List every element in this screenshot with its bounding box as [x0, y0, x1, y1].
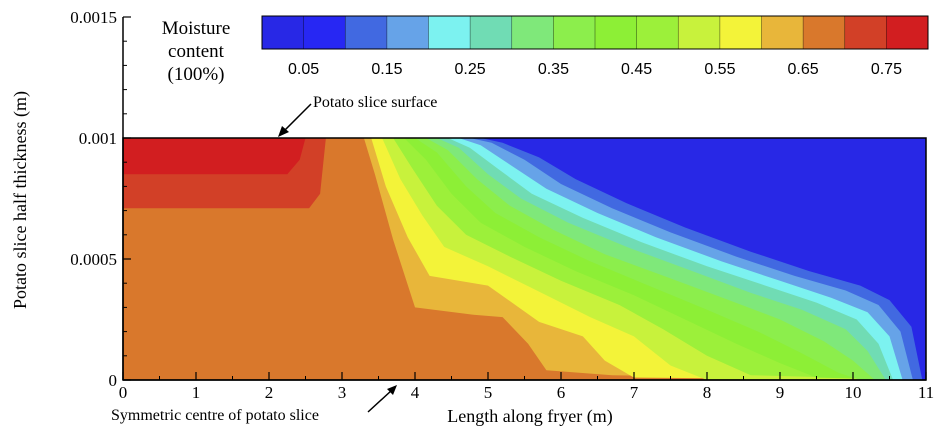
contour-region-0-8 [123, 138, 306, 175]
colorbar-swatch [470, 16, 513, 49]
annotation-surface-label: Potato slice surface [313, 94, 437, 111]
annotation-centre-arrow [367, 389, 393, 413]
colorbar-swatch [844, 16, 887, 49]
colorbar-title-line-1: Moisture [162, 18, 231, 39]
colorbar-tick-label: 0.75 [871, 61, 902, 78]
colorbar-title-line-2: content [168, 41, 225, 62]
colorbar-title-line-3: (100%) [168, 64, 225, 85]
colorbar-swatch [636, 16, 679, 49]
colorbar-tick-label: 0.65 [788, 61, 819, 78]
x-axis-title: Length along fryer (m) [447, 406, 612, 427]
x-tick-label: 6 [557, 383, 566, 402]
y-axis-ticks: 0 0.0005 0.001 0.0015 [70, 8, 131, 390]
y-tick-label: 0.001 [79, 129, 117, 148]
colorbar-tick-label: 0.05 [288, 61, 319, 78]
colorbar: 0.05 0.15 0.25 0.35 0.45 0.55 0.65 0.75 [261, 15, 929, 78]
x-axis-ticks: 0 1 2 3 4 5 6 7 8 9 10 11 [119, 372, 934, 402]
colorbar-swatch [595, 16, 638, 49]
annotation-centre-arrowhead [387, 385, 397, 395]
annotation-surface-arrow [282, 103, 312, 133]
colorbar-swatch [345, 16, 388, 49]
colorbar-tick-label: 0.35 [538, 61, 569, 78]
colorbar-swatch [428, 16, 471, 49]
contour-region-0-05 [480, 138, 926, 380]
colorbar-swatch [553, 16, 596, 49]
x-tick-label: 7 [630, 383, 639, 402]
colorbar-tick-label: 0.45 [621, 61, 652, 78]
x-tick-label: 8 [703, 383, 712, 402]
colorbar-tick-label: 0.15 [371, 61, 402, 78]
annotations: Potato slice surface Symmetric centre of… [111, 94, 437, 424]
x-tick-label: 10 [845, 383, 862, 402]
x-tick-label: 11 [918, 383, 934, 402]
colorbar-swatch [678, 16, 721, 49]
y-tick-label: 0 [109, 371, 118, 390]
x-tick-label: 4 [411, 383, 420, 402]
colorbar-tick-label: 0.55 [704, 61, 735, 78]
x-tick-label: 5 [484, 383, 493, 402]
colorbar-swatch [761, 16, 804, 49]
annotation-centre-label: Symmetric centre of potato slice [111, 407, 319, 424]
x-tick-label: 3 [338, 383, 347, 402]
colorbar-swatch [262, 16, 305, 49]
colorbar-swatch [886, 16, 929, 49]
x-tick-label: 9 [776, 383, 785, 402]
colorbar-swatch [803, 16, 846, 49]
x-tick-label: 0 [119, 383, 128, 402]
colorbar-frame [261, 15, 929, 50]
colorbar-swatch [719, 16, 762, 49]
y-tick-label: 0.0005 [70, 250, 117, 269]
annotation-surface-arrowhead [278, 126, 289, 137]
colorbar-swatch [386, 16, 429, 49]
colorbar-swatch [303, 16, 346, 49]
y-axis-title: Potato slice half thickness (m) [10, 91, 31, 309]
x-tick-label: 1 [192, 383, 201, 402]
y-tick-label: 0.0015 [70, 8, 117, 27]
colorbar-tick-label: 0.25 [455, 61, 486, 78]
contour-regions [123, 138, 927, 380]
colorbar-swatch [511, 16, 554, 49]
x-tick-label: 2 [265, 383, 274, 402]
